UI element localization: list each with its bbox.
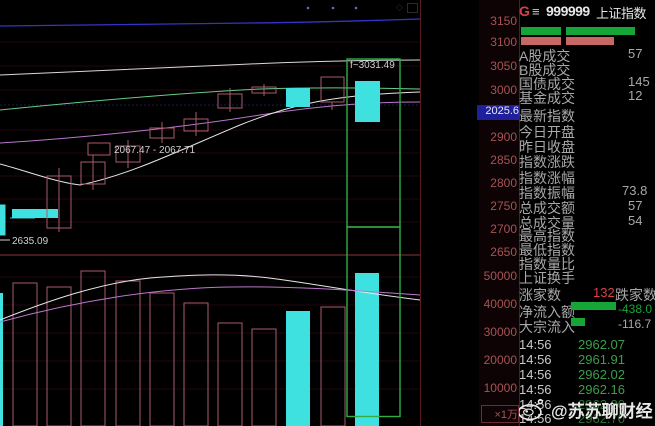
svg-text:2067.47 - 2067.71: 2067.47 - 2067.71 [114,145,196,156]
svg-text:2635.09: 2635.09 [12,236,49,247]
svg-text:f~3031.49: f~3031.49 [350,60,395,71]
